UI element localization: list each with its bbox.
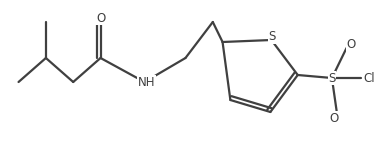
Text: O: O <box>347 39 356 51</box>
Text: Cl: Cl <box>363 72 374 84</box>
Text: NH: NH <box>138 75 155 88</box>
Text: O: O <box>96 12 105 24</box>
Text: S: S <box>269 30 276 44</box>
Text: S: S <box>328 72 335 84</box>
Text: O: O <box>329 111 338 124</box>
